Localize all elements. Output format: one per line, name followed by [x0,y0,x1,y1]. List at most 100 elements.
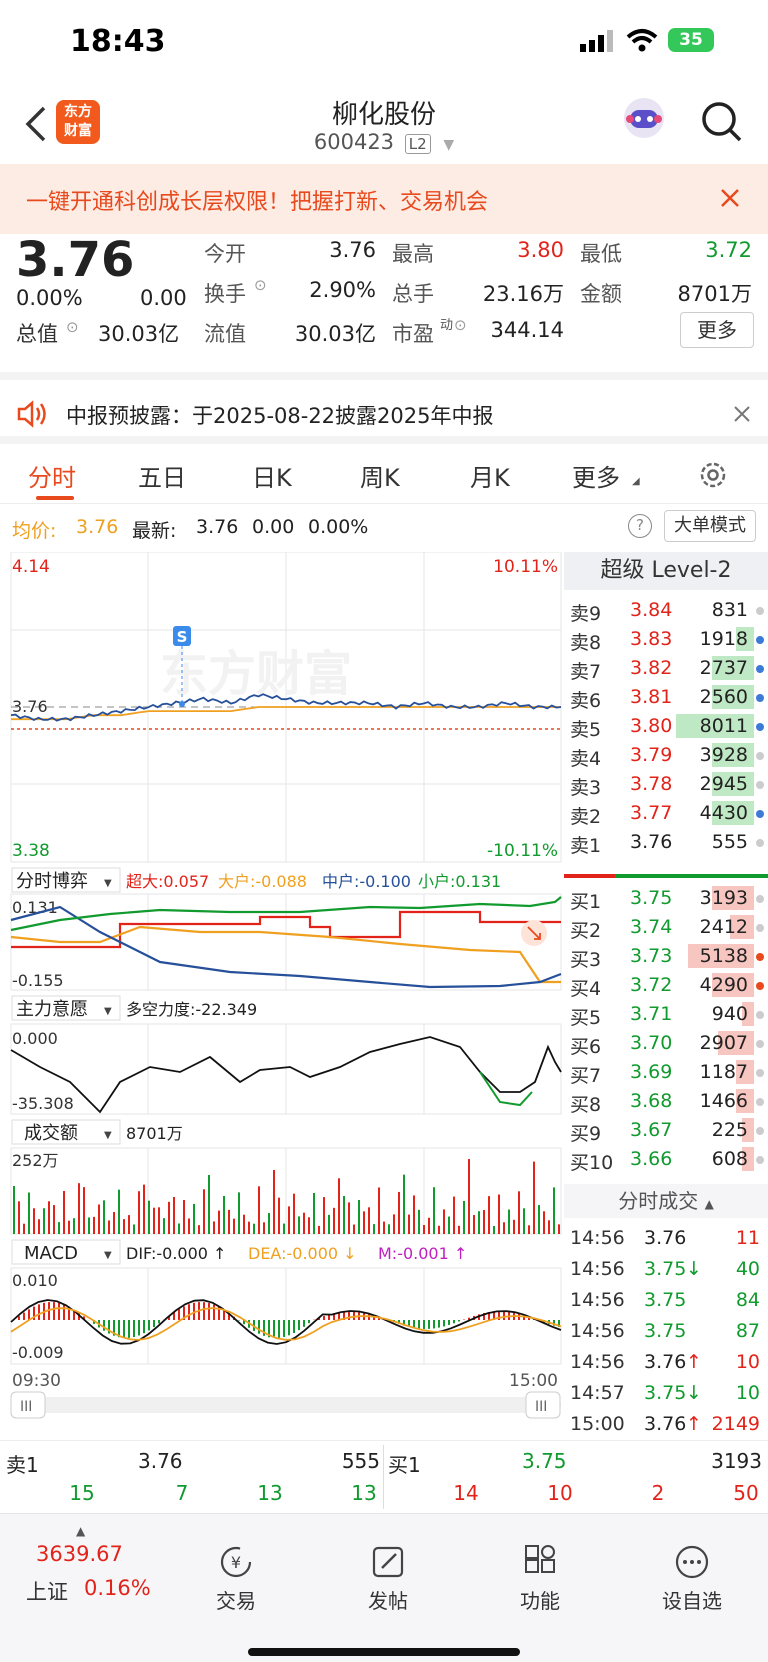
volume-bar [503,1222,505,1234]
avg-value: 3.76 [76,516,119,538]
macd-bar [413,1320,415,1328]
macd-bar [223,1309,225,1320]
nav-functions[interactable]: 功能 [490,1544,590,1614]
macd-dropdown[interactable] [11,1239,121,1265]
stock-code: 600423 [313,130,395,154]
bid-row[interactable]: 买7 3.69 1187 [562,1058,768,1088]
info-icon[interactable]: ⊙ [454,316,467,334]
stock-code-row[interactable]: 600423 L2 ▼ [0,130,768,154]
trade-volume: 10 [735,1382,760,1404]
scroll-handle-right[interactable] [525,1391,561,1419]
tab-weekly-k[interactable]: 周K [360,464,400,492]
latest-change: 0.00 [252,516,295,538]
tab-monthly-k[interactable]: 月K [470,464,510,492]
bid-row[interactable]: 买5 3.71 940 [562,1000,768,1030]
macd-bar [443,1320,445,1327]
assistant-robot-icon[interactable] [622,96,666,140]
info-icon[interactable]: ⊙ [66,318,79,336]
trades-header[interactable]: 分时成交 ▲ [564,1184,768,1218]
summary-num: 13 [257,1481,283,1505]
bid-row[interactable]: 买4 3.72 4290 [562,971,768,1001]
ask-row[interactable]: 卖9 3.84 831 [562,596,768,626]
macd-bottom-label: -0.009 [12,1343,64,1362]
level-label: 买9 [570,1123,602,1145]
volume-bar [293,1193,295,1234]
level-label: 买3 [570,949,602,971]
volume-bar [88,1217,90,1234]
back-icon[interactable] [24,104,48,144]
ask-row[interactable]: 卖7 3.82 2737 [562,654,768,684]
volume-fill [712,685,754,709]
level-volume: 608 [711,1148,748,1170]
level-volume: 4290 [699,974,748,996]
search-icon[interactable] [700,100,744,144]
time-scrollbar[interactable] [11,1397,561,1413]
volume-bar [448,1216,450,1234]
game-dropdown[interactable] [11,867,121,893]
ask-row[interactable]: 卖5 3.80 8011 [562,712,768,742]
level-price: 3.82 [630,657,673,679]
volume-bar [188,1218,190,1234]
nav-post-label: 发帖 [368,1589,408,1613]
ask-row[interactable]: 卖2 3.77 4430 [562,799,768,829]
big-order-mode-button[interactable]: 大单模式 [664,510,756,542]
volume-bar [428,1217,430,1234]
macd-bar [213,1304,215,1320]
latest-value: 3.76 [196,516,239,538]
settings-icon[interactable] [698,460,728,490]
tab-five-day[interactable]: 五日 [138,464,186,492]
tab-daily-k[interactable]: 日K [252,464,292,492]
promo-banner[interactable]: 一键开通科创成长层权限！把握打新、交易机会 [0,164,768,234]
notice-bar[interactable]: 中报预披露：于2025-08-22披露2025年中报 [0,388,768,444]
scroll-handle-left[interactable] [10,1391,46,1419]
volume-bar [153,1207,155,1234]
level-dot-icon [756,781,764,789]
volume-dropdown[interactable] [11,1119,121,1145]
level2-header[interactable]: 超级 Level-2 [564,552,768,590]
close-icon[interactable] [734,406,750,422]
status-time: 18:43 [70,24,166,59]
volume-bar [178,1223,180,1234]
ask-row[interactable]: 卖8 3.83 1918 [562,625,768,655]
ask-row[interactable]: 卖1 3.76 555 [562,828,768,858]
level-volume: 1187 [699,1061,748,1083]
intraday-chart-area[interactable]: 东方财富 4.14 3.38 10.11% -10.11% 3.76 S 分时博… [0,551,562,1450]
more-button[interactable]: 更多 [680,312,754,348]
bid-row[interactable]: 买3 3.73 5138 [562,942,768,972]
marker-dot [179,701,185,707]
bid-row[interactable]: 买1 3.75 3193 [562,884,768,914]
bid-row[interactable]: 买10 3.66 608 [562,1145,768,1175]
macd-bar [33,1306,35,1320]
field-label: 最低 [580,242,622,266]
tab-intraday[interactable]: 分时 [28,464,76,492]
bid-row[interactable]: 买6 3.70 2907 [562,1029,768,1059]
stock-title[interactable]: 柳化股份 [331,100,436,130]
will-dropdown[interactable] [11,995,121,1021]
bid-row[interactable]: 买2 3.74 2412 [562,913,768,943]
field-label: 换手 [204,282,246,306]
trades-title: 分时成交 [618,1189,699,1213]
bid-row[interactable]: 买9 3.67 225 [562,1116,768,1146]
help-icon[interactable]: ? [628,514,652,538]
nav-trade[interactable]: ¥ 交易 [186,1544,286,1614]
ask-row[interactable]: 卖6 3.81 2560 [562,683,768,713]
ask-row[interactable]: 卖4 3.79 3928 [562,741,768,771]
level-label: 卖4 [570,748,602,770]
info-icon[interactable]: ⊙ [254,276,267,294]
close-icon[interactable] [720,188,740,208]
index-widget[interactable]: ▲ 3639.67 上证 0.16% [20,1524,160,1604]
nav-add-watchlist[interactable]: 设自选 [642,1544,742,1614]
ask-row[interactable]: 卖3 3.78 2945 [562,770,768,800]
volume-fill [688,944,754,968]
nav-post[interactable]: 发帖 [338,1544,438,1614]
tab-more[interactable]: 更多 [572,464,620,492]
chart-watermark: 东方财富 [160,646,352,702]
volume-bar [468,1159,470,1234]
macd-bar [168,1315,170,1320]
signal-marker-icon[interactable] [173,626,191,646]
volume-bar [308,1217,310,1234]
banner-text: 一键开通科创成长层权限！把握打新、交易机会 [26,190,489,215]
summary-sell-label: 卖1 [6,1453,39,1477]
bid-row[interactable]: 买8 3.68 1466 [562,1087,768,1117]
volume-bar [13,1186,15,1234]
